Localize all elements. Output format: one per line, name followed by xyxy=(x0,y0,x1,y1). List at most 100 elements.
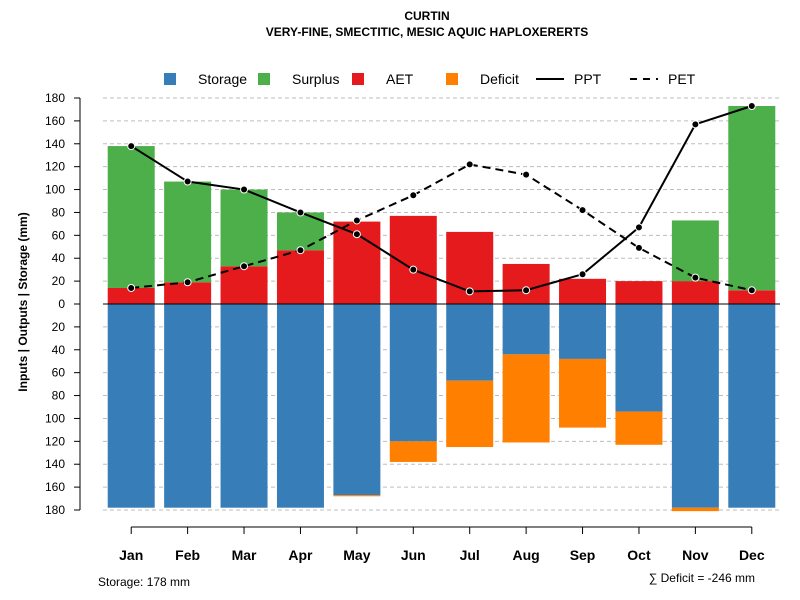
aet-bar xyxy=(276,250,324,304)
ppt-point xyxy=(240,185,249,194)
y-tick-label: 120 xyxy=(45,160,65,174)
pet-point xyxy=(747,286,756,295)
x-tick-label: Dec xyxy=(739,547,765,563)
y-tick-label: 20 xyxy=(52,274,66,288)
footer-deficit: ∑ Deficit = -246 mm xyxy=(649,571,755,585)
y-tick-label: 180 xyxy=(45,91,65,105)
surplus-bar xyxy=(164,181,212,283)
ppt-point xyxy=(634,223,643,232)
aet-bar xyxy=(220,266,268,304)
pet-point xyxy=(127,283,136,292)
ppt-point xyxy=(352,230,361,239)
storage-bar xyxy=(446,304,494,381)
ppt-point xyxy=(183,177,192,186)
aet-bar xyxy=(671,281,719,304)
x-tick-label: Mar xyxy=(232,547,257,563)
legend-label: Storage xyxy=(198,71,247,87)
storage-bar xyxy=(728,304,776,508)
y-tick-label: 60 xyxy=(52,228,66,242)
ppt-line xyxy=(130,105,753,293)
storage-bar xyxy=(107,304,155,508)
gridlines xyxy=(103,97,780,511)
aet-bar xyxy=(559,278,607,304)
y-tick-label: 180 xyxy=(45,503,65,517)
deficit-bar xyxy=(333,495,381,497)
y-tick-label: 60 xyxy=(52,366,66,380)
pet-point xyxy=(183,278,192,287)
aet-bar xyxy=(502,263,550,304)
ppt-point xyxy=(296,208,305,217)
storage-bar xyxy=(276,304,324,508)
deficit-bar xyxy=(559,358,607,428)
y-tick-label: 20 xyxy=(52,320,66,334)
legend-swatch xyxy=(258,73,270,85)
deficit-bar xyxy=(615,411,663,445)
x-tick-label: Sep xyxy=(570,547,596,563)
footer-storage: Storage: 178 mm xyxy=(98,575,190,589)
pet-point xyxy=(691,273,700,282)
x-tick-label: May xyxy=(343,547,370,563)
legend-label: Surplus xyxy=(292,71,339,87)
storage-bar xyxy=(559,304,607,359)
pet-point xyxy=(634,243,643,252)
surplus-bar xyxy=(107,146,155,288)
aet-bar xyxy=(164,282,212,304)
deficit-bar xyxy=(671,507,719,512)
y-tick-label: 120 xyxy=(45,434,65,448)
legend: Storage Surplus AET Deficit PPT PET xyxy=(164,71,696,87)
pet-point xyxy=(296,246,305,255)
bars xyxy=(103,106,780,512)
y-tick-label: 0 xyxy=(58,297,65,311)
y-tick-label: 80 xyxy=(52,389,66,403)
aet-bar xyxy=(107,287,155,304)
pet-point xyxy=(240,262,249,271)
pet-line xyxy=(131,163,753,292)
legend-swatch xyxy=(446,73,458,85)
pet-point xyxy=(465,160,474,169)
ppt-point xyxy=(127,142,136,151)
ppt-point xyxy=(522,286,531,295)
legend-label: PPT xyxy=(574,71,602,87)
storage-bar xyxy=(389,304,437,442)
storage-bar xyxy=(615,304,663,412)
storage-bar xyxy=(502,304,550,355)
ppt-point xyxy=(691,120,700,129)
y-tick-label: 40 xyxy=(52,251,66,265)
x-tick-label: Aug xyxy=(513,547,540,563)
y-axis-label: Inputs | Outputs | Storage (mm) xyxy=(16,212,30,391)
pet-point xyxy=(352,216,361,225)
y-tick-label: 100 xyxy=(45,183,65,197)
x-tick-label: Jun xyxy=(401,547,426,563)
ppt-point xyxy=(747,102,756,111)
y-tick-label: 160 xyxy=(45,480,65,494)
legend-label: AET xyxy=(386,71,414,87)
x-tick-label: Jan xyxy=(119,547,143,563)
chart-title: CURTIN xyxy=(404,9,449,23)
legend-swatch xyxy=(164,73,176,85)
surplus-bar xyxy=(728,106,776,291)
y-tick-label: 140 xyxy=(45,137,65,151)
y-tick-label: 40 xyxy=(52,343,66,357)
y-tick-label: 100 xyxy=(45,411,65,425)
pet-point xyxy=(578,206,587,215)
y-tick-label: 80 xyxy=(52,205,66,219)
storage-bar xyxy=(333,304,381,496)
pet-point xyxy=(409,191,418,200)
deficit-bar xyxy=(446,380,494,448)
y-tick-label: 160 xyxy=(45,114,65,128)
pet-point xyxy=(522,170,531,179)
storage-bar xyxy=(220,304,268,508)
y-tick-label: 140 xyxy=(45,457,65,471)
deficit-bar xyxy=(502,354,550,443)
surplus-bar xyxy=(671,220,719,282)
ppt-point xyxy=(578,270,587,279)
ppt-point xyxy=(409,265,418,274)
x-tick-label: Apr xyxy=(288,547,313,563)
legend-swatch xyxy=(352,73,364,85)
x-tick-label: Jul xyxy=(460,547,480,563)
chart-subtitle: VERY-FINE, SMECTITIC, MESIC AQUIC HAPLOX… xyxy=(266,25,588,39)
lines xyxy=(127,102,756,296)
x-tick-label: Oct xyxy=(627,547,651,563)
legend-label: PET xyxy=(668,71,696,87)
